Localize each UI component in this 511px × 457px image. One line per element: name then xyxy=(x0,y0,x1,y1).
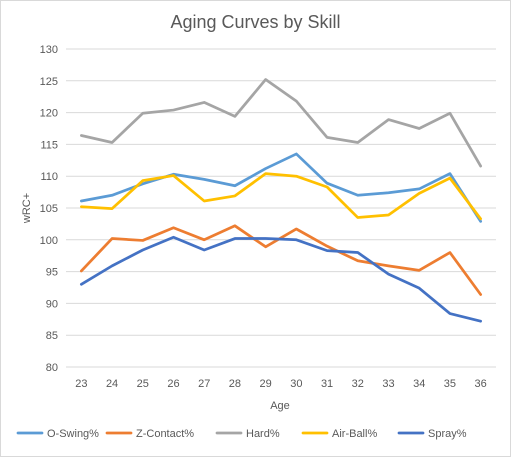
x-tick-label: 33 xyxy=(382,378,394,390)
series-line-o-swing xyxy=(79,152,483,223)
legend: O-Swing% Z-Contact% Hard% Air-Ball% Spray% xyxy=(16,428,467,440)
y-tick-label: 90 xyxy=(46,298,58,310)
series-line-hard xyxy=(79,78,483,168)
x-axis-ticks: 23 24 25 26 27 28 29 30 31 32 33 34 35 36 xyxy=(75,378,487,390)
series-line-spray xyxy=(79,235,483,323)
legend-label: Air-Ball% xyxy=(332,428,377,440)
x-tick-label: 34 xyxy=(413,378,425,390)
gridlines xyxy=(66,48,496,368)
series-layer xyxy=(79,78,483,323)
legend-item: Z-Contact% xyxy=(105,428,194,440)
x-tick-label: 25 xyxy=(137,378,149,390)
y-axis-label: wRC+ xyxy=(21,193,33,224)
x-axis-label: Age xyxy=(270,400,290,412)
y-tick-label: 125 xyxy=(40,76,58,88)
x-tick-label: 27 xyxy=(198,378,210,390)
x-tick-label: 30 xyxy=(290,378,302,390)
y-tick-label: 95 xyxy=(46,267,58,279)
legend-label: Hard% xyxy=(246,428,280,440)
legend-label: Spray% xyxy=(428,428,467,440)
y-tick-label: 80 xyxy=(46,362,58,374)
x-tick-label: 36 xyxy=(475,378,487,390)
series-line-air-ball xyxy=(79,172,483,221)
y-tick-label: 130 xyxy=(40,44,58,56)
x-tick-label: 29 xyxy=(260,378,272,390)
legend-item: Spray% xyxy=(397,428,467,440)
y-tick-label: 110 xyxy=(40,171,58,183)
series-line-z-contact xyxy=(79,224,483,296)
x-tick-label: 24 xyxy=(106,378,118,390)
legend-label: O-Swing% xyxy=(47,428,99,440)
y-tick-label: 105 xyxy=(40,203,58,215)
x-tick-label: 26 xyxy=(167,378,179,390)
x-tick-label: 28 xyxy=(229,378,241,390)
y-axis-ticks: 80 85 90 95 100 105 110 115 120 125 130 xyxy=(40,44,58,374)
y-tick-label: 85 xyxy=(46,330,58,342)
x-tick-label: 23 xyxy=(75,378,87,390)
y-tick-label: 120 xyxy=(40,108,58,120)
y-tick-label: 100 xyxy=(40,235,58,247)
legend-item: O-Swing% xyxy=(16,428,99,440)
x-tick-label: 31 xyxy=(321,378,333,390)
legend-item: Hard% xyxy=(215,428,280,440)
chart-title: Aging Curves by Skill xyxy=(170,12,340,32)
x-tick-label: 35 xyxy=(444,378,456,390)
legend-item: Air-Ball% xyxy=(301,428,377,440)
legend-label: Z-Contact% xyxy=(136,428,194,440)
x-tick-label: 32 xyxy=(352,378,364,390)
y-tick-label: 115 xyxy=(40,139,58,151)
